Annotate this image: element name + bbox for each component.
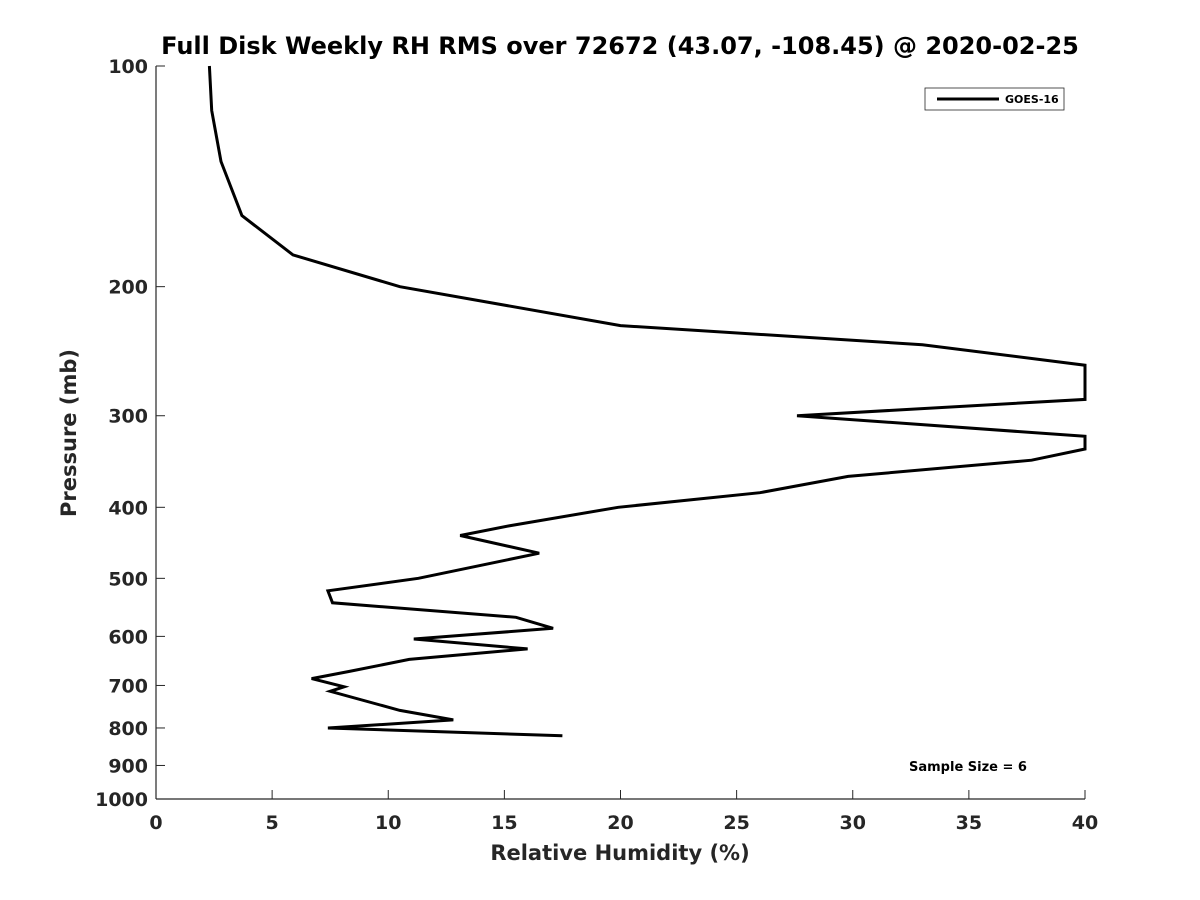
x-tick-label: 10 [375,812,401,834]
y-tick-label: 400 [108,497,148,519]
series-line-goes-16 [207,65,1087,738]
x-tick-label: 35 [956,812,982,834]
chart-title: Full Disk Weekly RH RMS over 72672 (43.0… [161,32,1079,60]
y-axis-label: Pressure (mb) [57,349,81,517]
x-tick-label: 5 [266,812,279,834]
x-tick-label: 0 [149,812,162,834]
legend-label: GOES-16 [1005,93,1059,106]
x-tick-label: 15 [491,812,517,834]
series-layer [207,65,1087,738]
y-tick-label: 700 [108,675,148,697]
x-tick-label: 30 [840,812,866,834]
x-axis-label: Relative Humidity (%) [490,841,749,865]
x-tick-label: 40 [1072,812,1098,834]
x-tick-label: 25 [723,812,749,834]
legend: GOES-16 [924,87,1065,111]
x-axis: 0 5 10 15 20 25 30 35 40 [149,790,1098,834]
y-axis: 100 200 300 400 500 600 700 800 900 1000 [95,56,165,811]
x-tick-label: 20 [607,812,633,834]
y-tick-label: 800 [108,718,148,740]
y-tick-label: 200 [108,277,148,299]
x-ticks: 0 5 10 15 20 25 30 35 40 [149,790,1098,834]
y-tick-label: 1000 [95,789,148,811]
y-tick-label: 300 [108,406,148,428]
y-ticks: 100 200 300 400 500 600 700 800 900 1000 [95,56,165,811]
y-tick-label: 500 [108,568,148,590]
y-tick-label: 600 [108,626,148,648]
y-tick-label: 900 [108,755,148,777]
y-tick-label: 100 [108,56,148,78]
sample-size-annotation: Sample Size = 6 [909,760,1027,775]
